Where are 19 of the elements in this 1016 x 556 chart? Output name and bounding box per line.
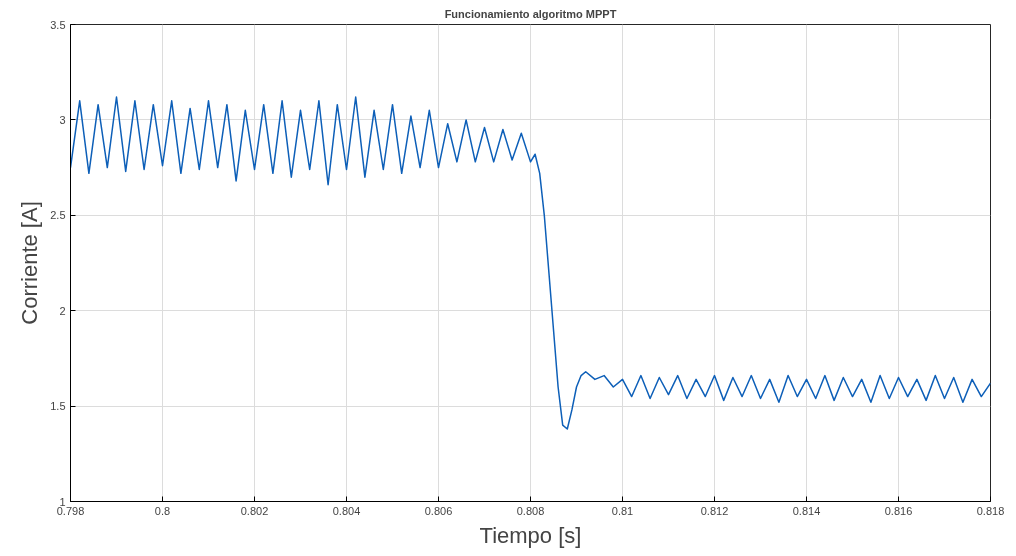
x-tick-label: 0.802: [240, 504, 269, 517]
x-tick-label: 0.818: [976, 504, 1005, 517]
x-tick-label: 0.812: [700, 504, 729, 517]
y-tick-label: 2.5: [50, 209, 66, 222]
x-tick-label: 0.8: [154, 504, 171, 517]
x-axis-title: Tiempo [s]: [479, 522, 582, 548]
y-tick-label: 1.5: [50, 400, 66, 413]
x-tick-label: 0.81: [611, 504, 634, 517]
y-tick-label: 3.5: [50, 18, 66, 31]
x-tick-label: 0.804: [332, 504, 361, 517]
y-tick-label: 2: [59, 304, 66, 317]
line-series: [70, 96, 991, 430]
x-tick-label: 0.814: [792, 504, 821, 517]
x-tick-label: 0.808: [516, 504, 545, 517]
x-tick-label: 0.816: [884, 504, 913, 517]
chart-title: Funcionamiento algoritmo MPPT: [444, 7, 617, 20]
y-axis-title: Corriente [A]: [17, 201, 43, 325]
x-tick-label: 0.806: [424, 504, 453, 517]
y-tick-label: 3: [59, 113, 66, 126]
